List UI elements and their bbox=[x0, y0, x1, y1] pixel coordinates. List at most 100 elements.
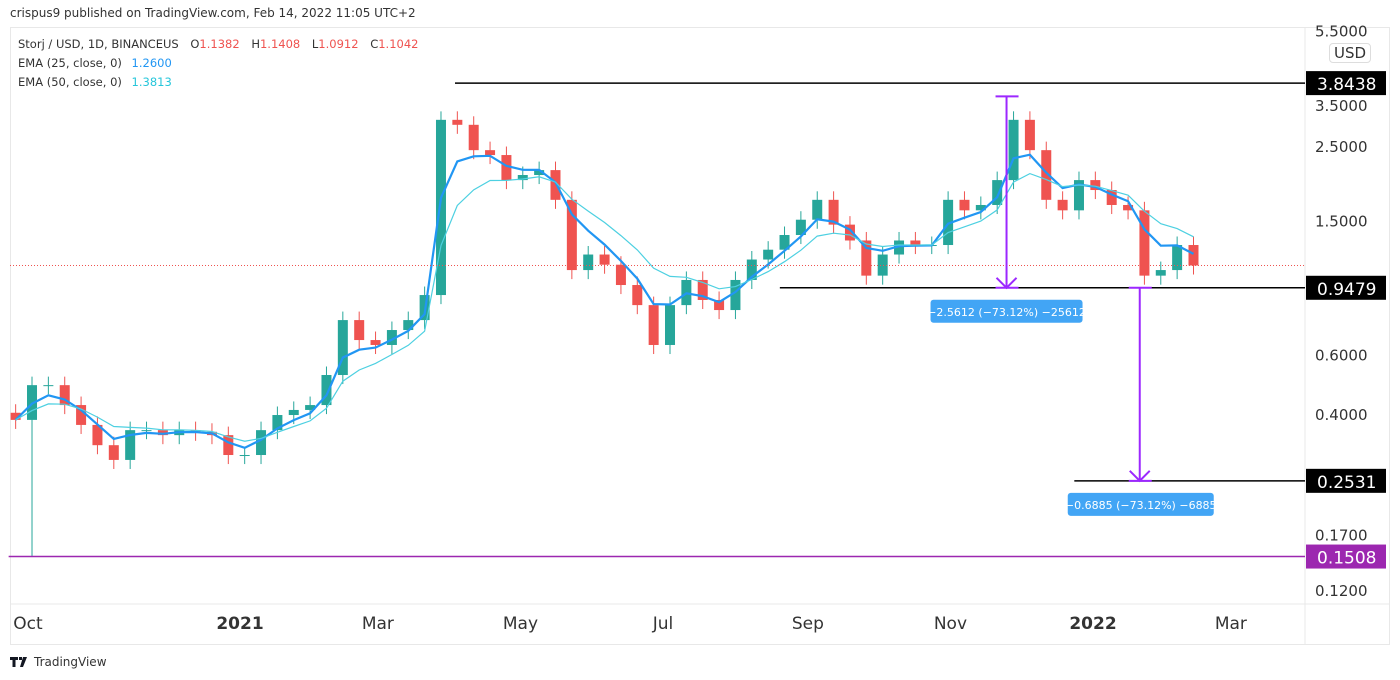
ema25-value: 1.2600 bbox=[131, 56, 172, 70]
candle bbox=[501, 146, 512, 190]
candle-body bbox=[157, 430, 168, 436]
candle-body bbox=[337, 320, 348, 376]
candle-body bbox=[92, 424, 103, 446]
arrow-down-icon bbox=[1129, 470, 1151, 483]
price-badge-text: 0.2531 bbox=[1317, 473, 1376, 493]
candle-body bbox=[714, 299, 725, 311]
y-tick-label: 5.5000 bbox=[1315, 23, 1368, 41]
candle bbox=[632, 276, 643, 315]
candle bbox=[566, 191, 577, 280]
candle-body bbox=[599, 254, 610, 265]
open-label: O bbox=[190, 37, 200, 51]
candle bbox=[1188, 236, 1199, 275]
candle-body bbox=[452, 119, 463, 125]
candle bbox=[550, 161, 561, 209]
ema50-label: EMA (50, close, 0) bbox=[18, 75, 122, 89]
candle bbox=[779, 226, 790, 259]
chart-legend: Storj / USD, 1D, BINANCEUS O1.1382 H1.14… bbox=[18, 35, 418, 92]
candle-body bbox=[517, 175, 528, 181]
candle-body bbox=[665, 305, 676, 345]
symbol-label: Storj / USD, 1D, BINANCEUS bbox=[18, 37, 179, 51]
x-tick-label: Mar bbox=[1215, 614, 1247, 634]
candle-body bbox=[321, 375, 332, 406]
candle-body bbox=[583, 254, 594, 271]
candle-body bbox=[141, 430, 152, 432]
symbol-row[interactable]: Storj / USD, 1D, BINANCEUS O1.1382 H1.14… bbox=[18, 35, 418, 54]
candle-body bbox=[1155, 270, 1166, 276]
candle bbox=[272, 406, 283, 440]
price-badge: 0.2531 bbox=[1306, 468, 1386, 493]
y-tick-label: 2.5000 bbox=[1315, 138, 1368, 156]
footer: TradingView bbox=[10, 655, 107, 669]
candle bbox=[1139, 201, 1150, 285]
candle-body bbox=[1024, 119, 1035, 151]
candle bbox=[697, 271, 708, 310]
candle bbox=[1155, 261, 1166, 285]
price-badge-bg bbox=[1306, 544, 1386, 569]
ema25-row[interactable]: EMA (25, close, 0) 1.2600 bbox=[18, 54, 418, 73]
measure-tool: −0.6885 (−73.12%) −6885 bbox=[1065, 286, 1217, 516]
ema25-label: EMA (25, close, 0) bbox=[18, 56, 122, 70]
candle bbox=[1090, 171, 1101, 200]
measure-label: −2.5612 (−73.12%) −25612 bbox=[927, 306, 1086, 319]
candle bbox=[354, 311, 365, 350]
candle-body bbox=[1123, 204, 1134, 211]
x-tick-label: Mar bbox=[362, 614, 394, 634]
candle bbox=[321, 366, 332, 415]
currency-button[interactable]: USD bbox=[1329, 43, 1372, 63]
plot-area bbox=[10, 111, 1305, 557]
x-tick-label: Oct bbox=[13, 614, 43, 634]
published-caption: crispus9 published on TradingView.com, F… bbox=[10, 6, 416, 20]
candle bbox=[877, 246, 888, 285]
candle bbox=[910, 231, 921, 255]
candle bbox=[59, 376, 70, 415]
measure-tool: −2.5612 (−73.12%) −25612 bbox=[927, 95, 1086, 323]
y-tick-label: 1.5000 bbox=[1315, 213, 1368, 231]
price-badge: 0.9479 bbox=[1306, 275, 1386, 300]
candle-body bbox=[43, 385, 54, 387]
candle bbox=[746, 251, 757, 290]
candle-body bbox=[1008, 119, 1019, 181]
candle bbox=[844, 216, 855, 250]
candle-body bbox=[501, 155, 512, 181]
price-badge-bg bbox=[1306, 275, 1386, 300]
candle-body bbox=[485, 150, 496, 156]
ema50-row[interactable]: EMA (50, close, 0) 1.3813 bbox=[18, 73, 418, 92]
candle bbox=[648, 296, 659, 355]
price-badge: 3.8438 bbox=[1306, 71, 1386, 96]
candle-body bbox=[239, 455, 250, 457]
candle-body bbox=[288, 409, 299, 416]
candle-body bbox=[403, 320, 414, 331]
price-badge-bg bbox=[1306, 71, 1386, 96]
candle-body bbox=[730, 279, 741, 311]
candle-body bbox=[10, 412, 21, 420]
candle-body bbox=[1057, 199, 1068, 211]
candle bbox=[435, 111, 446, 305]
x-tick-label: 2021 bbox=[216, 614, 263, 634]
candle-body bbox=[108, 445, 119, 460]
low-label: L bbox=[311, 37, 319, 51]
candle-body bbox=[1106, 190, 1117, 205]
measure-label-bg bbox=[930, 299, 1083, 323]
candle-body bbox=[1139, 210, 1150, 276]
candle bbox=[92, 416, 103, 455]
candle bbox=[959, 191, 970, 220]
chart-frame bbox=[10, 27, 1390, 645]
candle bbox=[894, 231, 905, 264]
candle bbox=[1024, 111, 1035, 160]
high-value: 1.1408 bbox=[259, 37, 301, 51]
candle bbox=[305, 396, 316, 420]
candle-body bbox=[1041, 150, 1052, 200]
candle-body bbox=[632, 285, 643, 306]
x-tick-label: Jul bbox=[652, 614, 674, 634]
high-label: H bbox=[251, 37, 260, 51]
arrow-down-icon bbox=[995, 277, 1018, 290]
candle bbox=[861, 231, 872, 285]
candle bbox=[1057, 191, 1068, 220]
candle-body bbox=[256, 430, 267, 456]
candle-body bbox=[354, 320, 365, 341]
candle-body bbox=[975, 204, 986, 211]
candle-body bbox=[305, 405, 316, 410]
candle-body bbox=[1188, 245, 1199, 266]
